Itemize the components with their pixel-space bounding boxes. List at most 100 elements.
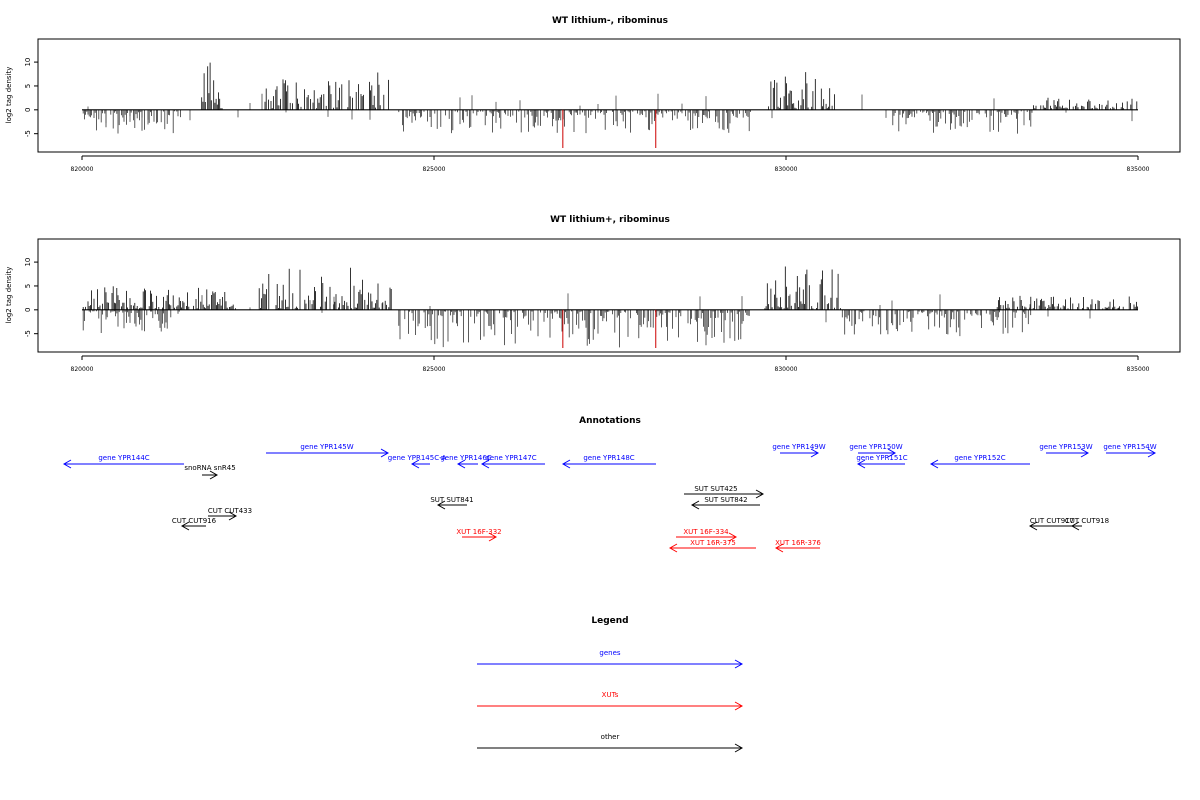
arrow-right-icon [1080, 448, 1090, 458]
x-tick-label: 820000 [71, 366, 94, 373]
annotations-title: Annotations [579, 416, 641, 426]
feature-label: XUT 16R-375 [690, 539, 736, 547]
y-axis: -5 0 5 10 [24, 58, 39, 137]
arrow-left-icon [480, 459, 490, 469]
legend-item: genes [477, 649, 744, 669]
panel-title: WT lithium+, ribominus [550, 215, 670, 225]
arrow-left-icon [856, 459, 866, 469]
arrow-left-icon [180, 521, 190, 531]
feature-list: gene YPR144C snoRNA snR45 gene YPR145W gene… [62, 443, 1157, 553]
feature-label: SUT SUT425 [694, 485, 737, 493]
feature-gene: gene YPR145C-A [388, 454, 447, 469]
feature-gene: gene YPR151C [856, 454, 908, 469]
feature-gene: gene YPR152C [929, 454, 1030, 469]
x-tick-label: 835000 [1127, 366, 1150, 373]
arrow-left-icon [774, 543, 784, 553]
feature-other: CUT CUT433 [208, 507, 252, 521]
arrow-right-icon [734, 743, 744, 753]
arrow-left-icon [1028, 521, 1038, 531]
feature-xut: XUT 16F-332 [456, 528, 502, 542]
feature-other: SUT SUT841 [430, 496, 474, 510]
arrow-right-icon [734, 659, 744, 669]
arrow-right-icon [380, 448, 390, 458]
y-tick-label: 0 [24, 108, 32, 112]
feature-label: XUT 16F-334 [683, 528, 729, 536]
feature-other: SUT SUT842 [690, 496, 760, 510]
feature-label: gene YPR145C-A [388, 454, 447, 462]
arrow-left-icon [1070, 521, 1080, 531]
x-axis: 820000 825000 830000 835000 [71, 355, 1150, 373]
feature-label: CUT CUT917 [1030, 517, 1074, 525]
feature-label: CUT CUT916 [172, 517, 217, 525]
legend-label: XUTs [602, 691, 619, 699]
feature-label: CUT CUT433 [208, 507, 252, 515]
feature-label: gene YPR148C [583, 454, 634, 462]
feature-gene: gene YPR147C [480, 454, 545, 469]
y-tick-label: 5 [24, 84, 32, 88]
feature-xut: XUT 16R-375 [668, 539, 756, 553]
arrow-left-icon [668, 543, 678, 553]
arrow-left-icon [690, 500, 700, 510]
arrow-right-icon [209, 470, 219, 480]
x-tick-label: 830000 [775, 166, 798, 173]
feature-label: XUT 16R-376 [775, 539, 821, 547]
feature-label: gene YPR145W [300, 443, 353, 451]
feature-label: snoRNA snR45 [184, 464, 235, 472]
arrow-left-icon [436, 500, 446, 510]
feature-gene: gene YPR148C [561, 454, 656, 469]
y-axis-label: log2 tag density [5, 67, 13, 124]
feature-gene: gene YPR146C [440, 454, 492, 469]
legend-title: Legend [591, 616, 628, 626]
feature-other: CUT CUT916 [172, 517, 217, 531]
y-tick-label: 5 [24, 284, 32, 288]
feature-gene: gene YPR154W [1103, 443, 1157, 458]
feature-gene: gene YPR145W [266, 443, 390, 458]
arrow-right-icon [488, 532, 498, 542]
feature-other: snoRNA snR45 [184, 464, 236, 480]
y-axis: -5 0 5 10 [24, 258, 39, 337]
plot-frame [37, 38, 1181, 153]
y-tick-label: 10 [24, 58, 32, 67]
arrow-right-icon [728, 532, 738, 542]
feature-label: gene YPR147C [485, 454, 536, 462]
plot-frame [37, 238, 1181, 353]
legend-item: XUTs [477, 691, 744, 711]
signal-bars [82, 62, 1138, 148]
arrow-right-icon [755, 489, 765, 499]
feature-label: gene YPR151C [856, 454, 907, 462]
arrow-right-icon [734, 701, 744, 711]
legend-items: genes XUTs other [477, 649, 744, 753]
arrow-left-icon [561, 459, 571, 469]
y-tick-label: -5 [24, 330, 32, 337]
signal-bars [82, 266, 1138, 348]
y-axis-label: log2 tag density [5, 267, 13, 324]
feature-other: CUT CUT918 [1065, 517, 1109, 531]
y-tick-label: 10 [24, 258, 32, 267]
feature-label: gene YPR149W [772, 443, 825, 451]
x-tick-label: 825000 [423, 366, 446, 373]
x-axis: 820000 825000 830000 835000 [71, 155, 1150, 173]
feature-label: gene YPR146C [440, 454, 491, 462]
track-panel-lithium-minus: WT lithium-, ribominus log2 tag density … [5, 16, 1181, 173]
panel-title: WT lithium-, ribominus [552, 16, 668, 26]
legend: Legend genes XUTs other [477, 616, 744, 753]
feature-label: gene YPR144C [98, 454, 149, 462]
track-panel-lithium-plus: WT lithium+, ribominus log2 tag density … [5, 215, 1181, 373]
feature-gene: gene YPR150W [849, 443, 903, 458]
legend-item: other [477, 733, 744, 753]
arrow-right-icon [228, 511, 238, 521]
legend-label: genes [599, 649, 620, 657]
feature-gene: gene YPR144C [62, 454, 184, 469]
feature-label: gene YPR150W [849, 443, 902, 451]
arrow-left-icon [929, 459, 939, 469]
feature-label: XUT 16F-332 [456, 528, 501, 536]
arrow-left-icon [410, 459, 420, 469]
arrow-left-icon [62, 459, 72, 469]
feature-gene: gene YPR153W [1039, 443, 1093, 458]
feature-label: SUT SUT842 [704, 496, 747, 504]
feature-label: gene YPR154W [1103, 443, 1156, 451]
arrow-right-icon [810, 448, 820, 458]
feature-label: CUT CUT918 [1065, 517, 1109, 525]
